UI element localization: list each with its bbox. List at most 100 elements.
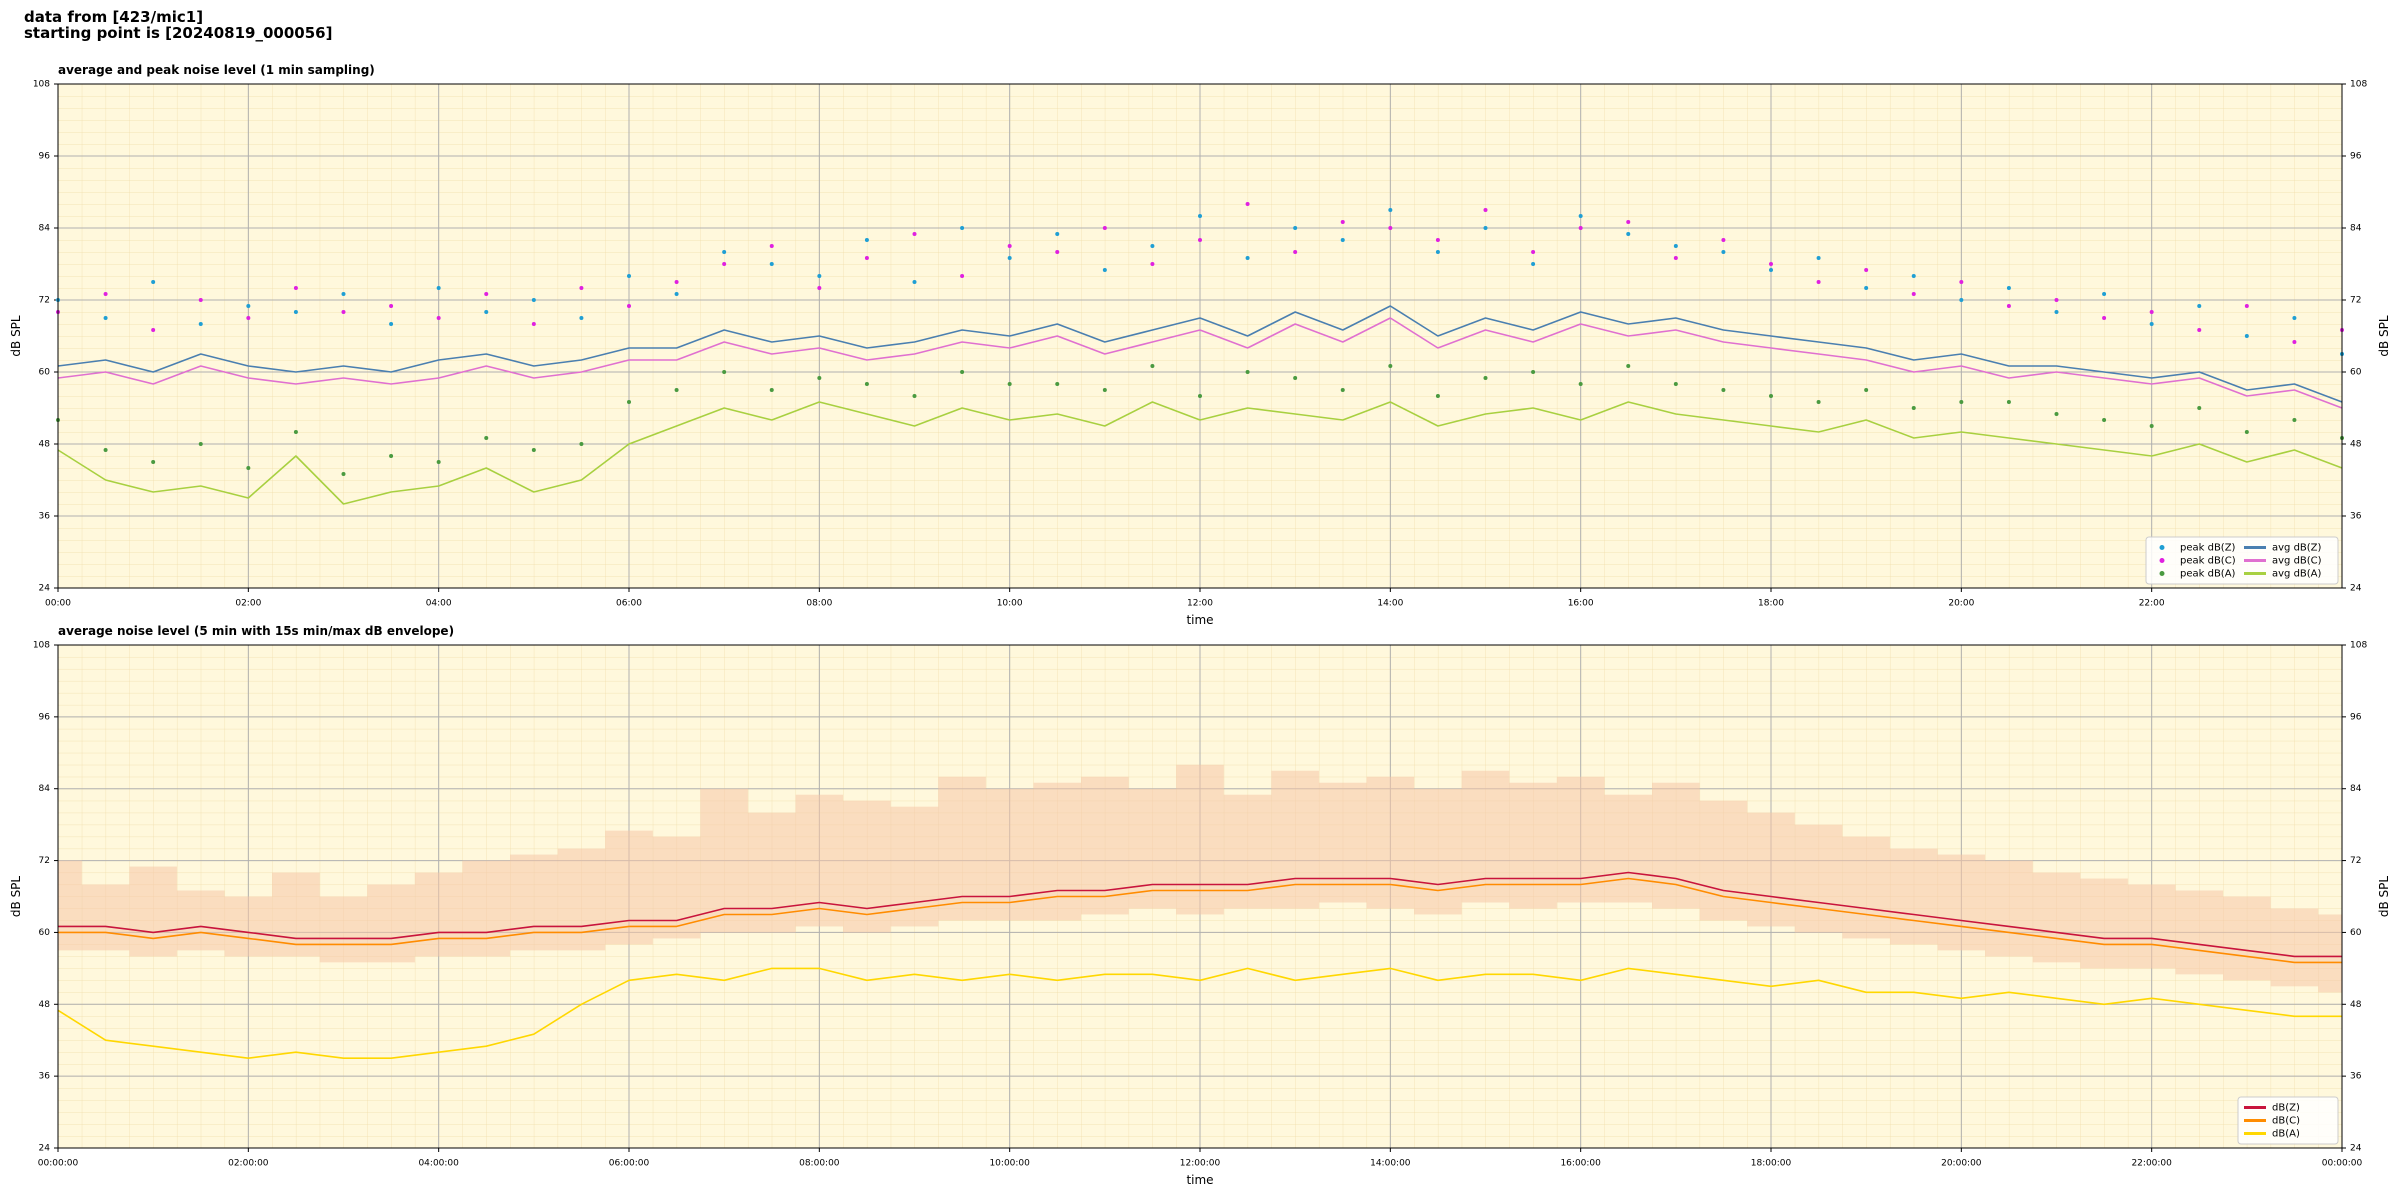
peak-point xyxy=(2149,310,2154,314)
peak-point xyxy=(1816,400,1821,404)
peak-point xyxy=(1055,232,1060,236)
envelope-band xyxy=(2175,890,2224,975)
peak-point xyxy=(531,322,536,326)
peak-point xyxy=(912,280,917,284)
peak-point xyxy=(198,298,203,302)
y-tick-label: 24 xyxy=(2350,584,2362,594)
x-tick-label: 10:00:00 xyxy=(989,1159,1030,1169)
peak-point xyxy=(722,262,727,266)
peak-point xyxy=(2197,328,2202,332)
peak-point xyxy=(579,286,584,290)
envelope-band xyxy=(1699,800,1748,921)
y-tick-label: 84 xyxy=(39,224,51,234)
peak-point xyxy=(1388,226,1393,230)
legend-marker xyxy=(2159,558,2165,563)
peak-point xyxy=(1673,382,1678,386)
x-tick-label: 04:00:00 xyxy=(418,1159,459,1169)
peak-point xyxy=(579,316,584,320)
legend-label: peak dB(A) xyxy=(2180,569,2236,580)
peak-point xyxy=(1864,388,1869,392)
peak-point xyxy=(1150,364,1155,368)
peak-point xyxy=(1245,256,1250,260)
legend-label: dB(C) xyxy=(2272,1116,2300,1127)
x-tick-label: 18:00:00 xyxy=(1751,1159,1792,1169)
envelope-band xyxy=(1747,812,1795,927)
y-tick-label: 72 xyxy=(39,856,50,866)
legend-label: peak dB(Z) xyxy=(2180,543,2236,554)
peak-point xyxy=(2006,304,2011,308)
envelope-band xyxy=(1556,776,1605,903)
peak-point xyxy=(1578,226,1583,230)
peak-point xyxy=(531,448,536,452)
y-axis-label: dB SPL xyxy=(9,315,23,357)
legend-label: dB(A) xyxy=(2272,1129,2300,1140)
header-line: starting point is [20240819_000056] xyxy=(24,24,332,42)
envelope-band xyxy=(2032,872,2081,963)
envelope-band xyxy=(1081,776,1129,915)
peak-point xyxy=(246,466,251,470)
peak-point xyxy=(1531,262,1536,266)
peak-point xyxy=(151,460,156,464)
peak-point xyxy=(2292,316,2297,320)
x-axis-label: time xyxy=(1186,1173,1213,1187)
plot-frame xyxy=(57,644,2343,1149)
x-tick-label: 14:00:00 xyxy=(1370,1159,1411,1169)
y-tick-label: 48 xyxy=(39,440,51,450)
x-tick-label: 00:00:00 xyxy=(38,1159,79,1169)
envelope-band xyxy=(1366,776,1415,909)
chart-title: average noise level (5 min with 15s min/… xyxy=(58,624,454,638)
peak-point xyxy=(389,454,394,458)
envelope-band xyxy=(224,896,273,957)
peak-point xyxy=(627,304,631,308)
peak-point xyxy=(864,382,869,386)
y-tick-label: 36 xyxy=(39,512,51,522)
envelope-band xyxy=(1889,848,1938,945)
envelope-band xyxy=(1509,782,1557,909)
envelope-band xyxy=(1223,794,1272,909)
peak-point xyxy=(627,274,631,278)
series-line xyxy=(57,401,2343,505)
peak-point xyxy=(769,244,774,248)
legend-box xyxy=(2145,536,2339,585)
envelope-band xyxy=(462,860,511,957)
peak-point xyxy=(1150,262,1155,266)
x-tick-label: 12:00:00 xyxy=(1180,1159,1221,1169)
envelope-band xyxy=(795,794,844,927)
envelope-band xyxy=(1985,860,2033,957)
peak-point xyxy=(2102,292,2107,296)
envelope-band xyxy=(367,884,415,963)
peak-point xyxy=(1293,250,1298,254)
peak-point xyxy=(1245,202,1250,206)
y-tick-label: 108 xyxy=(33,80,50,90)
peak-point xyxy=(2197,304,2202,308)
y-tick-label: 72 xyxy=(2350,296,2361,306)
peak-point xyxy=(531,298,536,302)
x-tick-label: 08:00:00 xyxy=(799,1159,840,1169)
peak-point xyxy=(1673,256,1678,260)
x-tick-label: 02:00:00 xyxy=(228,1159,269,1169)
x-tick-label: 04:00 xyxy=(426,599,452,609)
peak-point xyxy=(817,376,822,380)
envelope-band xyxy=(1318,782,1367,903)
y-tick-label: 84 xyxy=(2350,784,2362,794)
peak-point xyxy=(864,256,869,260)
y-tick-label: 60 xyxy=(39,368,51,378)
peak-point xyxy=(436,316,441,320)
peak-point xyxy=(1293,226,1298,230)
series-line xyxy=(57,967,2342,1059)
y-tick-label: 96 xyxy=(39,152,51,162)
envelope-band xyxy=(1937,854,1986,951)
peak-point xyxy=(484,292,489,296)
peak-point xyxy=(484,310,489,314)
peak-point xyxy=(1102,388,1107,392)
peak-point xyxy=(2102,418,2107,422)
peak-point xyxy=(722,370,727,374)
peak-point xyxy=(1340,388,1345,392)
envelope-band xyxy=(58,860,82,951)
peak-point xyxy=(2054,412,2059,416)
peak-point xyxy=(341,472,346,476)
peak-point xyxy=(151,328,156,332)
peak-point xyxy=(2197,406,2202,410)
